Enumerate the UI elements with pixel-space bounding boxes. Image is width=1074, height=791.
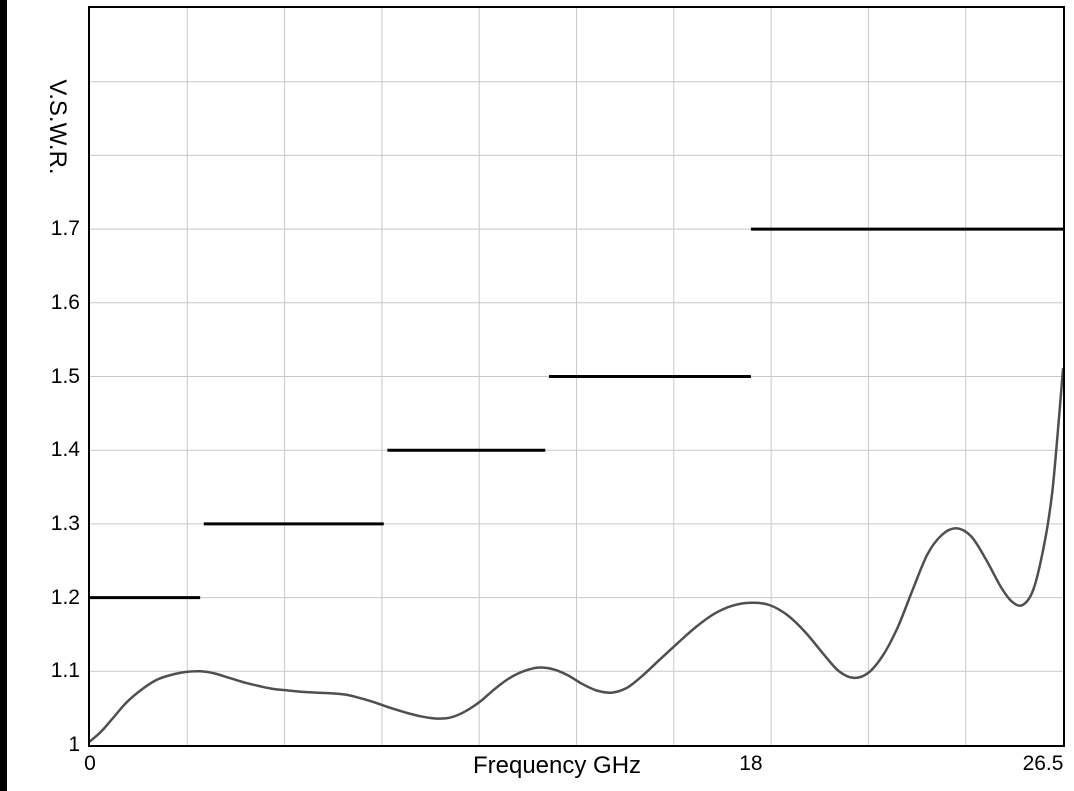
- x-tick-label: 26.5: [1022, 752, 1064, 775]
- spec-limit-lines: [90, 227, 1063, 600]
- y-tick-label: 1.6: [50, 290, 80, 314]
- y-tick-label: 1.7: [50, 217, 80, 241]
- y-axis-title: V.S.W.R.: [44, 79, 71, 175]
- x-axis-title: Frequency GHz: [472, 752, 642, 779]
- image-left-border: [0, 0, 7, 791]
- y-tick-label: 1: [68, 733, 80, 756]
- x-tick-label: 18: [739, 752, 763, 775]
- y-tick-label: 1.5: [50, 364, 80, 388]
- vswr-curve: [90, 367, 1063, 743]
- y-tick-label: 1.3: [50, 511, 80, 535]
- plot-svg: [90, 8, 1063, 745]
- y-tick-label: 1.1: [50, 659, 80, 683]
- y-tick-label: 1.4: [50, 438, 80, 462]
- y-tick-label: 1.2: [50, 585, 80, 609]
- x-tick-label: 0: [84, 752, 96, 775]
